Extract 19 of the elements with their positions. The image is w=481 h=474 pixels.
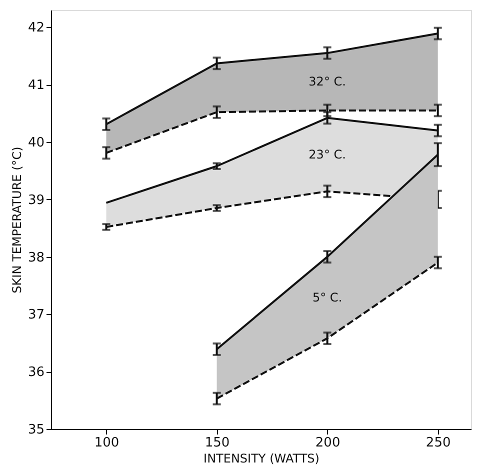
x-tick-label: 200 [315,436,340,450]
y-tick-label: 42 [28,20,44,36]
y-tick-label: 35 [28,422,44,438]
x-tick-label: 250 [426,436,451,450]
line-series [105,32,439,126]
y-tick-label: 40 [28,136,44,151]
y-axis-title: SKIN TEMPERATURE (°C) [10,146,24,294]
y-tick-label: 38 [28,250,44,266]
x-tick-label: 150 [204,436,230,450]
y-tick-label: 39 [28,192,44,208]
line-series [105,116,439,204]
y-tick-label: 36 [28,365,44,380]
x-tick-label: 100 [94,436,120,450]
annotation: 5° C. [312,290,342,305]
x-axis-title: INTENSITY (WATTS) [204,452,320,466]
y-tick-label: 41 [28,78,44,94]
annotation: 32° C. [308,74,346,89]
annotation: 23° C. [308,148,346,162]
y-tick-label: 37 [28,308,44,323]
